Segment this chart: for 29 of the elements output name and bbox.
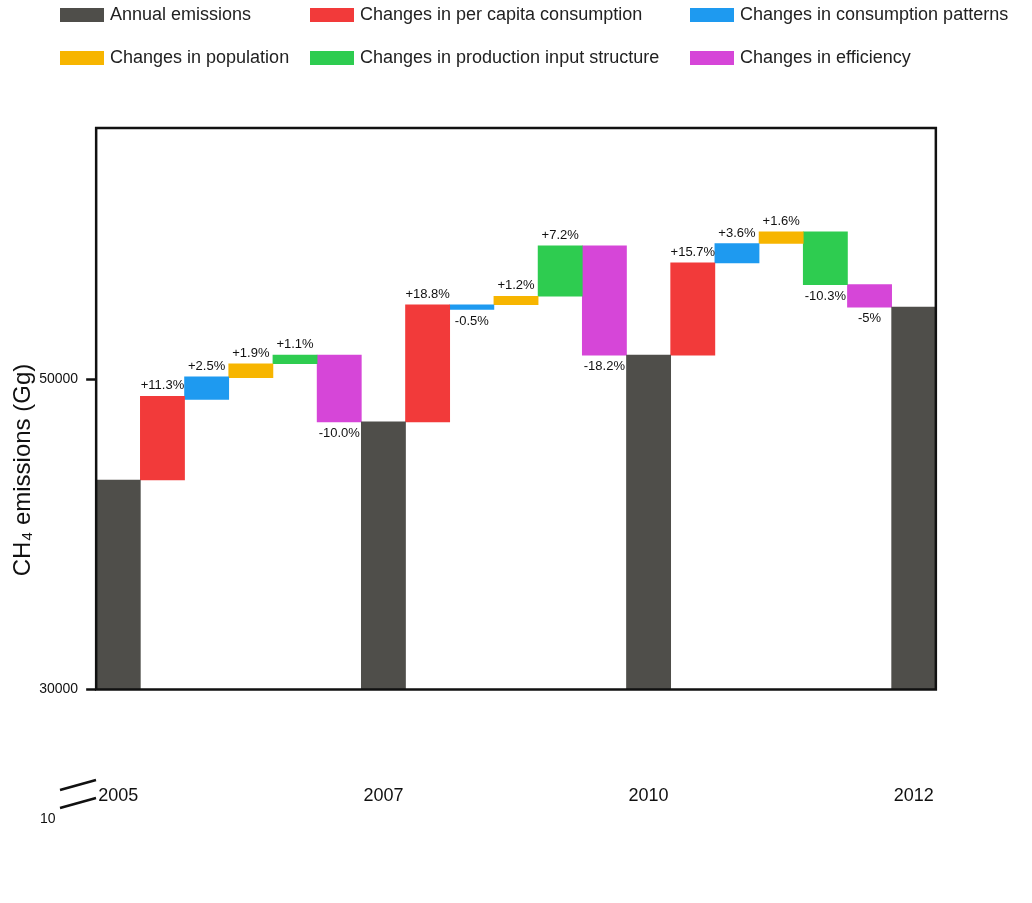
annotation: -5% (857, 310, 882, 326)
x-tick-label: 2005 (98, 785, 139, 806)
annotation: -18.2% (583, 358, 626, 374)
annotation: +18.8% (405, 285, 451, 301)
annotation: +1.9% (232, 344, 270, 360)
annotation: +11.3% (140, 377, 185, 393)
x-tick-label: 2007 (363, 785, 404, 806)
annotation: +1.1% (276, 336, 315, 352)
annotation: -10.3% (804, 287, 847, 303)
legend-label: Changes in efficiency (740, 47, 911, 68)
y-tick-label: 30000 (39, 680, 79, 697)
annotation: +3.6% (718, 224, 757, 240)
annotation: +15.7% (670, 244, 716, 259)
x-tick-label: 2010 (628, 785, 669, 806)
annotation: +1.2% (497, 277, 536, 293)
legend-label: Changes in consumption patterns (740, 4, 1009, 25)
annotation: +7.2% (541, 226, 580, 242)
text: 10 (40, 810, 56, 826)
y-axis-title: CH₄ emissions (Gg) (8, 363, 36, 577)
legend-label: Annual emissions (110, 4, 252, 25)
annotation: +2.5% (188, 357, 226, 373)
y-tick-label: 50000 (39, 370, 79, 387)
legend-label: Changes in production input structure (360, 47, 660, 68)
legend-label: Changes in population (110, 47, 290, 68)
annotation: -10.0% (318, 424, 361, 440)
annotation: -0.5% (454, 312, 490, 328)
legend-label: Changes in per capita consumption (360, 4, 643, 25)
x-tick-label: 2012 (893, 785, 934, 806)
annotation: +1.6% (762, 212, 801, 228)
